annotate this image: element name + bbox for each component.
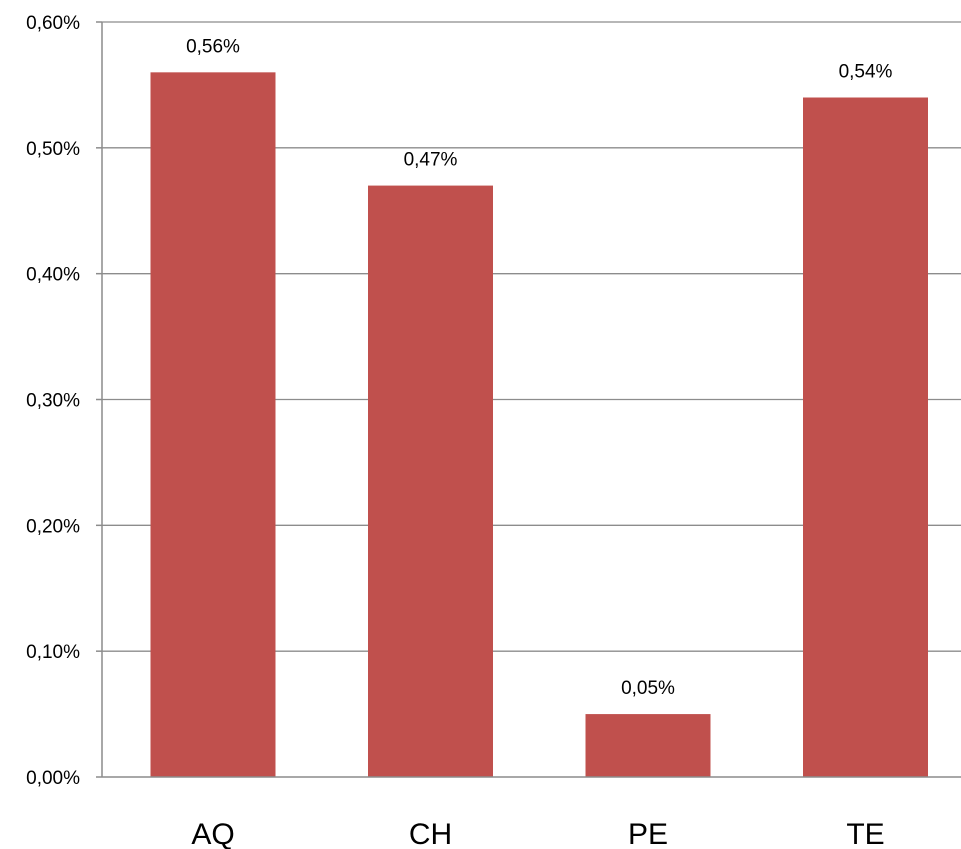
x-tick-label: CH [409, 818, 452, 849]
x-tick-label: TE [846, 818, 884, 849]
bar-aq [150, 72, 276, 778]
data-label: 0,05% [621, 678, 675, 699]
data-label: 0,56% [186, 36, 240, 57]
bar-pe [585, 714, 711, 777]
y-tick-label: 0,40% [26, 265, 80, 286]
x-tick-label: AQ [191, 818, 234, 849]
y-tick-label: 0,60% [26, 13, 80, 34]
y-tick-label: 0,30% [26, 391, 80, 412]
bar-ch [368, 185, 493, 778]
data-label: 0,54% [839, 62, 893, 83]
labels: 0,00% 0,10% 0,20% 0,30% 0,40% 0,50% 0,60% 0,56%… [26, 13, 892, 849]
data-label: 0,47% [404, 150, 458, 171]
axes [96, 21, 961, 778]
y-tick-label: 0,20% [26, 516, 80, 537]
bar-te [803, 97, 928, 777]
y-tick-label: 0,50% [26, 139, 80, 160]
y-tick-label: 0,10% [26, 642, 80, 663]
y-tick-label: 0,00% [26, 768, 80, 789]
bars [150, 72, 928, 778]
x-tick-label: PE [628, 818, 668, 849]
